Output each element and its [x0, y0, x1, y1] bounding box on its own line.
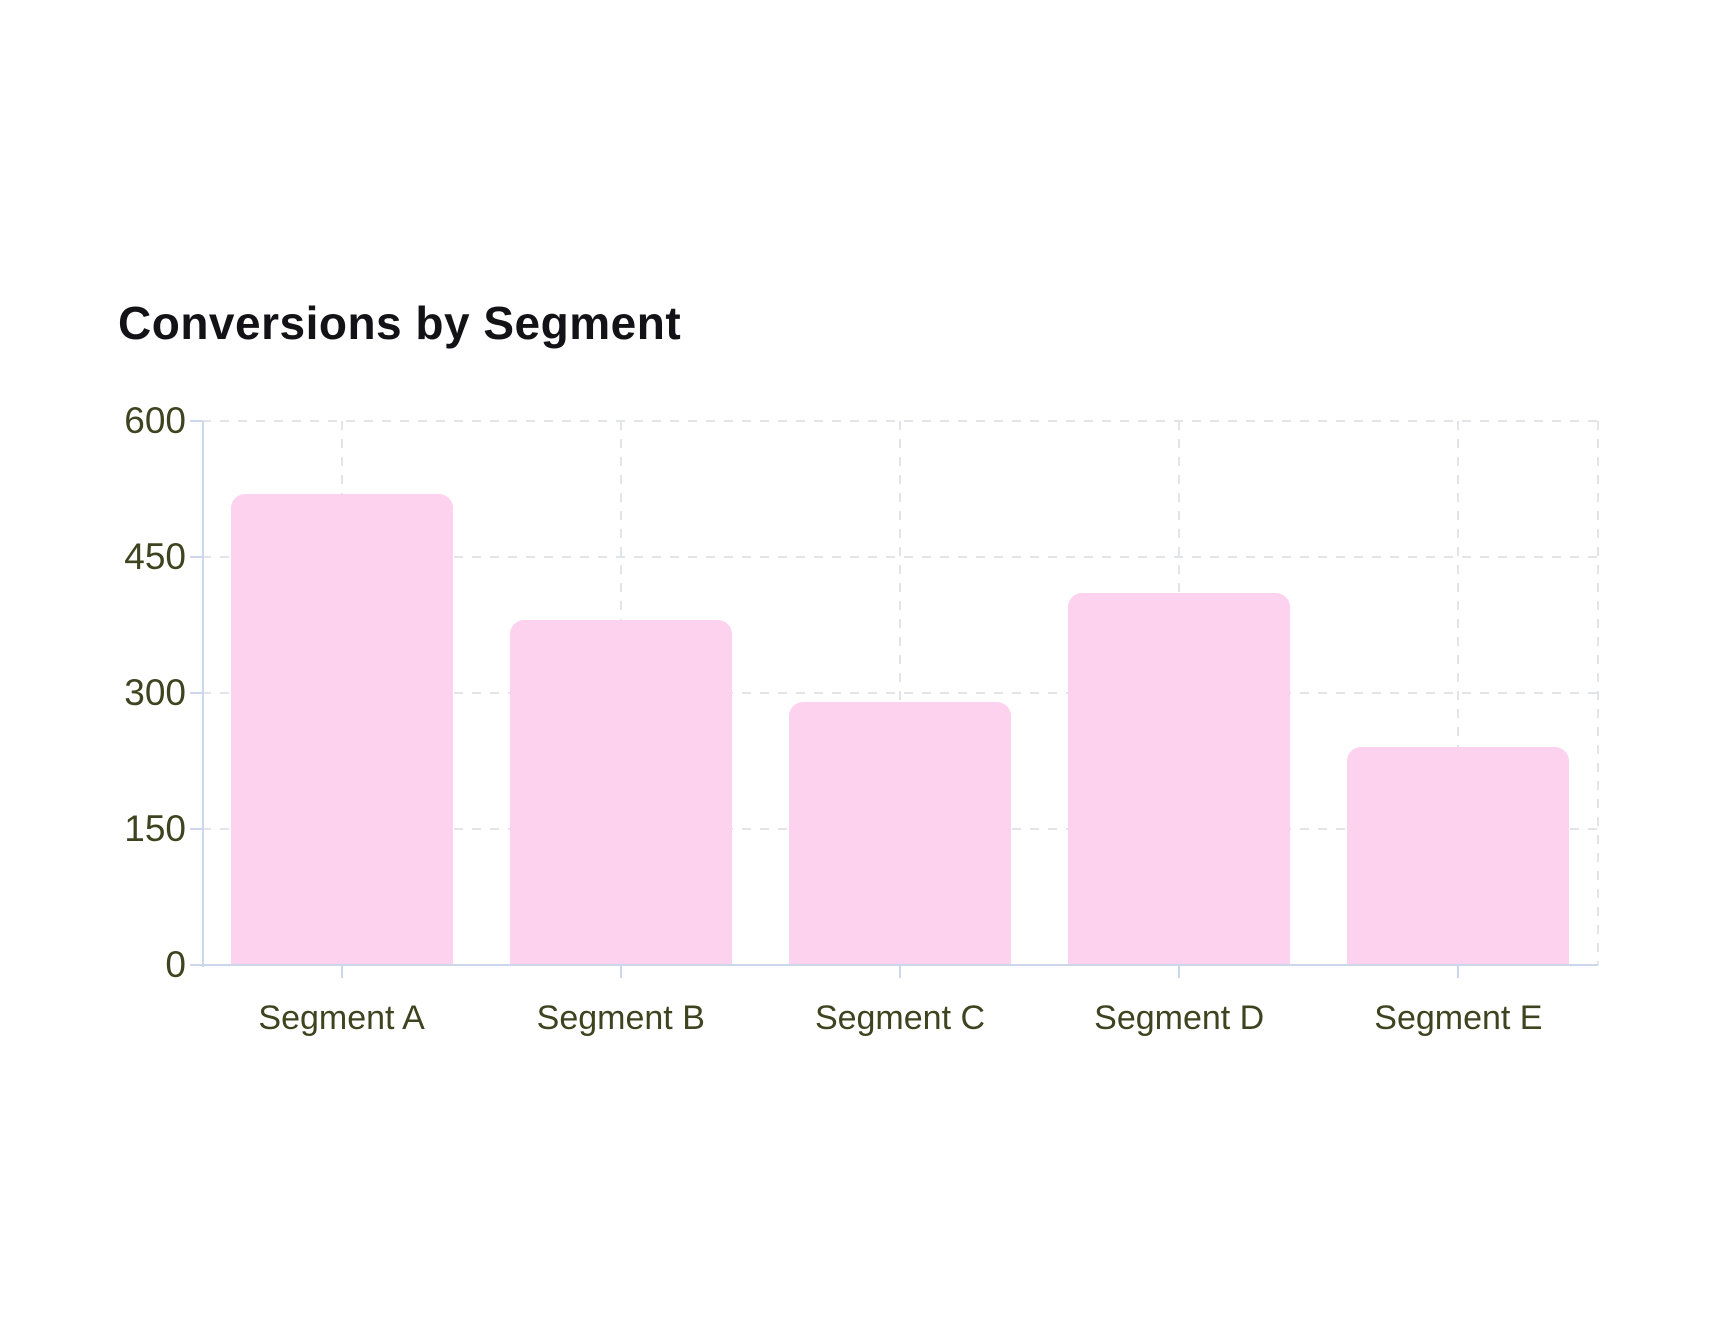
bar-segment-d[interactable]	[1068, 593, 1291, 965]
x-axis-label-segment-e: Segment E	[1374, 999, 1543, 1037]
y-tick-0	[190, 964, 202, 966]
x-axis-label-segment-c: Segment C	[814, 999, 986, 1037]
y-axis-label-0: 0	[165, 944, 186, 985]
gridline-x-segment-e	[1457, 421, 1460, 965]
gridline-x-segment-c	[899, 421, 901, 965]
x-axis-label-segment-d: Segment D	[1094, 999, 1265, 1037]
x-axis-label-segment-b: Segment B	[536, 999, 705, 1037]
x-axis-line	[202, 964, 1598, 966]
bar-segment-c[interactable]	[789, 702, 1011, 965]
x-axis-label-segment-a: Segment A	[258, 999, 425, 1037]
x-tick-segment-e	[1457, 965, 1460, 978]
y-axis-label-600: 600	[124, 400, 186, 441]
x-tick-segment-a	[340, 965, 343, 978]
x-tick-segment-c	[899, 965, 901, 978]
x-tick-segment-d	[1178, 965, 1181, 978]
chart-title: Conversions by Segment	[118, 297, 682, 349]
y-axis-label-300: 300	[124, 672, 186, 713]
bar-segment-a[interactable]	[230, 493, 453, 965]
x-tick-segment-b	[619, 965, 622, 978]
y-tick-450	[190, 556, 202, 558]
y-axis-line	[202, 421, 204, 967]
bar-segment-b[interactable]	[509, 620, 732, 965]
y-axis-label-150: 150	[124, 808, 186, 849]
plot-right-border	[1597, 421, 1599, 965]
y-axis-label-450: 450	[124, 536, 186, 577]
y-tick-150	[190, 828, 202, 830]
y-tick-300	[190, 692, 202, 694]
y-tick-600	[190, 420, 202, 422]
bar-segment-e[interactable]	[1347, 747, 1570, 965]
